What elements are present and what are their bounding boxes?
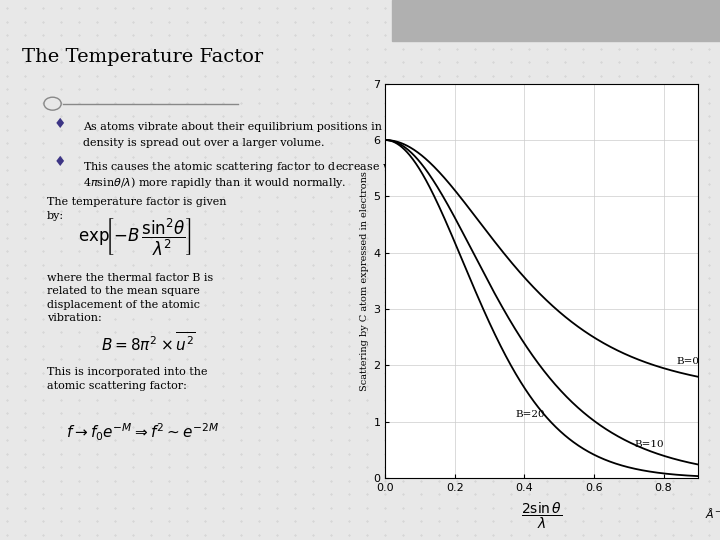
Text: related to the mean square: related to the mean square [47,286,199,296]
Text: This causes the atomic scattering factor to decrease with sin$\theta$/$\lambda$ : This causes the atomic scattering factor… [83,159,496,176]
Text: $B = 8\pi^2 \times \overline{u^2}$: $B = 8\pi^2 \times \overline{u^2}$ [101,332,196,354]
Text: atomic scattering factor:: atomic scattering factor: [47,381,186,391]
Text: B=20: B=20 [516,409,545,418]
Text: ♦: ♦ [54,117,66,131]
Text: $\mathrm{exp}\!\left[-B\,\dfrac{\sin^2\!\theta}{\lambda^2}\right]$: $\mathrm{exp}\!\left[-B\,\dfrac{\sin^2\!… [78,217,192,258]
Text: by:: by: [47,211,64,221]
Text: ♦: ♦ [54,155,66,169]
Text: As atoms vibrate about their equilibrium positions in a crystal, the electron: As atoms vibrate about their equilibrium… [83,122,509,132]
X-axis label: $\dfrac{2\sin\theta}{\lambda}$: $\dfrac{2\sin\theta}{\lambda}$ [521,501,562,531]
Text: $f \rightarrow f_0 e^{-M} \Rightarrow f^2 \sim e^{-2M}$: $f \rightarrow f_0 e^{-M} \Rightarrow f^… [66,421,219,443]
Text: where the thermal factor B is: where the thermal factor B is [47,273,213,283]
Text: vibration:: vibration: [47,313,102,323]
Text: 4$\pi$sin$\theta$/$\lambda$) more rapidly than it would normally.: 4$\pi$sin$\theta$/$\lambda$) more rapidl… [83,176,346,191]
Text: displacement of the atomic: displacement of the atomic [47,300,200,310]
Text: $\AA^{-1}$: $\AA^{-1}$ [705,505,720,522]
Text: density is spread out over a larger volume.: density is spread out over a larger volu… [83,138,324,148]
Bar [392,0,720,40]
Text: The temperature factor is given: The temperature factor is given [47,197,226,207]
Text: B=0: B=0 [677,357,700,366]
Text: B=10: B=10 [634,441,664,449]
Text: This is incorporated into the: This is incorporated into the [47,367,207,377]
Y-axis label: Scattering by C atom expressed in electrons: Scattering by C atom expressed in electr… [360,171,369,391]
Text: The Temperature Factor: The Temperature Factor [22,48,263,66]
